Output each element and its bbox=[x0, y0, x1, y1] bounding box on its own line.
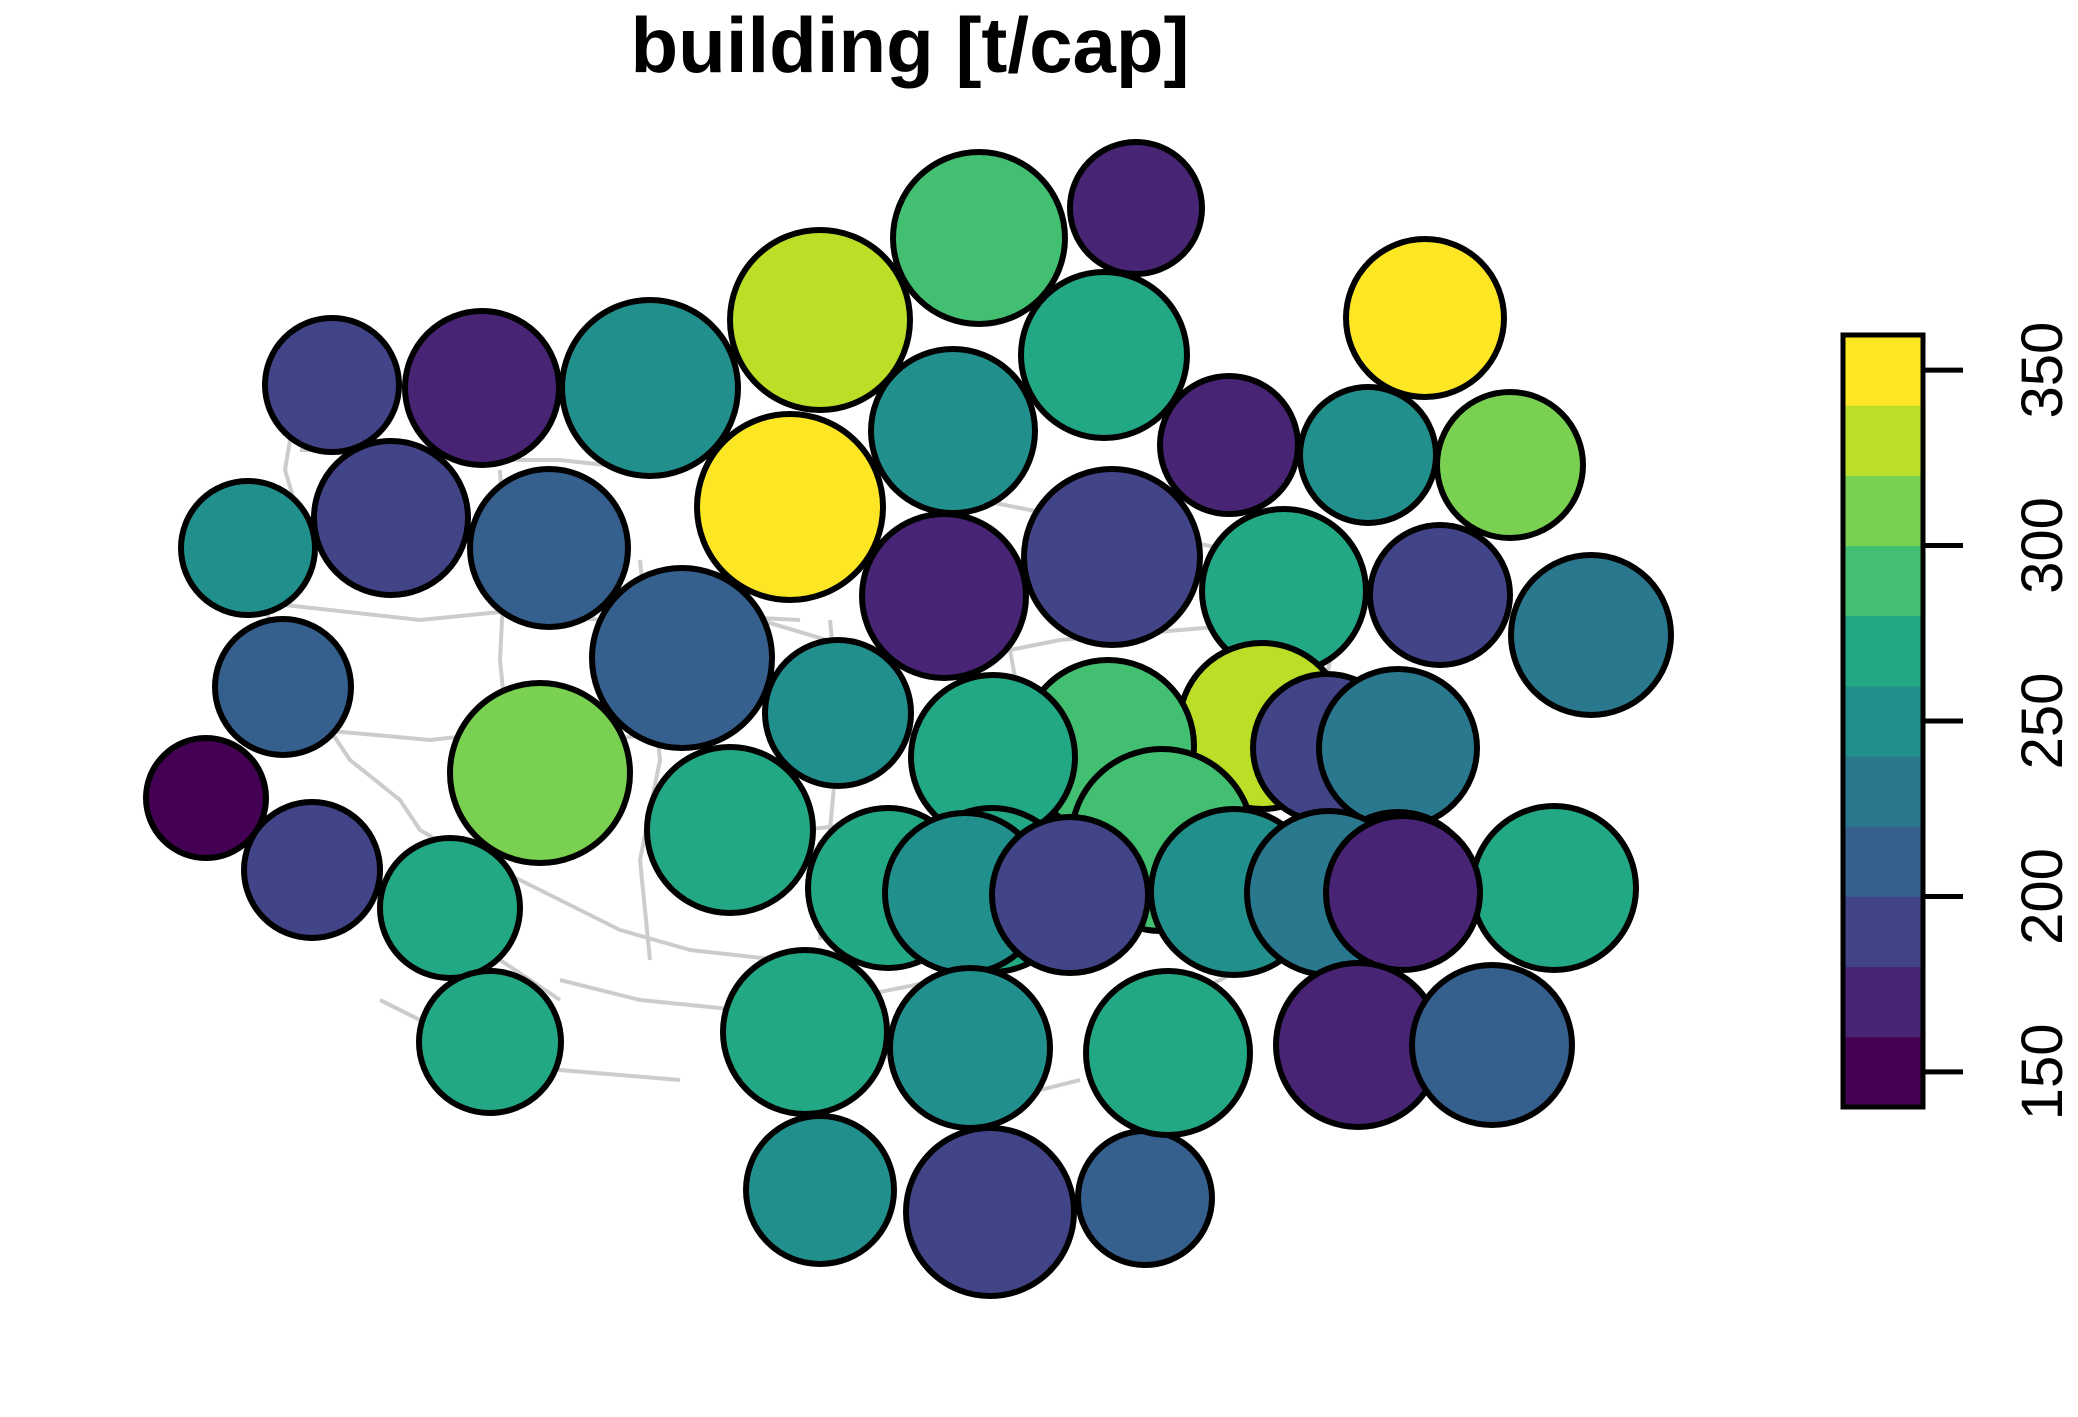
region-bubble bbox=[589, 565, 775, 751]
legend-color-bin bbox=[1843, 685, 1923, 757]
region-bubble bbox=[447, 680, 633, 866]
region-bubble bbox=[143, 735, 269, 861]
color-legend: 150 200 250 300 350 bbox=[1840, 322, 2075, 1121]
region-bubble bbox=[1508, 552, 1674, 718]
region-bubble bbox=[1157, 373, 1301, 517]
region-bubble bbox=[1075, 1128, 1215, 1268]
region-bubble bbox=[890, 149, 1068, 327]
region-bubble bbox=[903, 1125, 1077, 1299]
legend-color-bin bbox=[1843, 615, 1923, 687]
legend-color-bin bbox=[1843, 896, 1923, 968]
region-bubble bbox=[868, 346, 1038, 516]
legend-tick-label: 250 bbox=[2010, 673, 2075, 770]
region-bubble bbox=[311, 438, 471, 598]
region-bubble bbox=[241, 799, 383, 941]
region-bubble bbox=[720, 947, 890, 1117]
region-bubble bbox=[1316, 666, 1480, 830]
legend-color-bar bbox=[1843, 335, 1923, 1108]
region-bubble bbox=[1469, 803, 1639, 973]
region-bubble bbox=[377, 835, 523, 981]
legend-tick-label: 350 bbox=[2010, 322, 2075, 419]
region-bubble bbox=[644, 744, 816, 916]
region-bubble bbox=[1067, 139, 1205, 277]
region-bubble bbox=[694, 411, 886, 603]
legend-color-bin bbox=[1843, 335, 1923, 406]
region-bubble bbox=[559, 297, 741, 479]
legend-color-bin bbox=[1843, 826, 1923, 897]
region-bubble bbox=[1021, 466, 1203, 648]
region-bubble bbox=[1367, 522, 1513, 668]
region-bubble bbox=[989, 814, 1151, 976]
legend-color-bin bbox=[1843, 966, 1923, 1038]
region-bubble bbox=[743, 1113, 897, 1267]
region-bubble bbox=[262, 315, 402, 455]
region-bubble bbox=[212, 616, 354, 758]
region-bubble bbox=[762, 637, 914, 789]
legend-tick-label: 150 bbox=[2010, 1024, 2075, 1121]
region-bubble bbox=[727, 227, 913, 413]
region-bubble bbox=[1434, 389, 1586, 541]
region-bubble bbox=[1083, 968, 1253, 1138]
region-bubble bbox=[416, 968, 564, 1116]
legend-tick-label: 200 bbox=[2010, 848, 2075, 945]
region-bubble bbox=[178, 478, 318, 618]
map-title: building [t/cap] bbox=[631, 1, 1190, 89]
region-bubble bbox=[467, 466, 631, 630]
legend-color-bin bbox=[1843, 545, 1923, 617]
region-bubble bbox=[887, 965, 1053, 1131]
region-bubble bbox=[1323, 813, 1483, 973]
region-bubble bbox=[1297, 384, 1439, 526]
cartogram-bubbles bbox=[143, 139, 1674, 1299]
legend-color-bin bbox=[1843, 756, 1923, 827]
region-bubble bbox=[1343, 236, 1507, 400]
region-bubble bbox=[1409, 962, 1575, 1128]
region-bubble bbox=[859, 511, 1029, 681]
legend-tick-label: 300 bbox=[2010, 497, 2075, 594]
legend-color-bin bbox=[1843, 475, 1923, 547]
legend-color-bin bbox=[1843, 1036, 1923, 1108]
legend-color-bin bbox=[1843, 405, 1923, 476]
region-bubble bbox=[1018, 269, 1190, 441]
legend-ticks: 150 200 250 300 350 bbox=[1923, 322, 2075, 1121]
region-bubble bbox=[402, 308, 562, 468]
